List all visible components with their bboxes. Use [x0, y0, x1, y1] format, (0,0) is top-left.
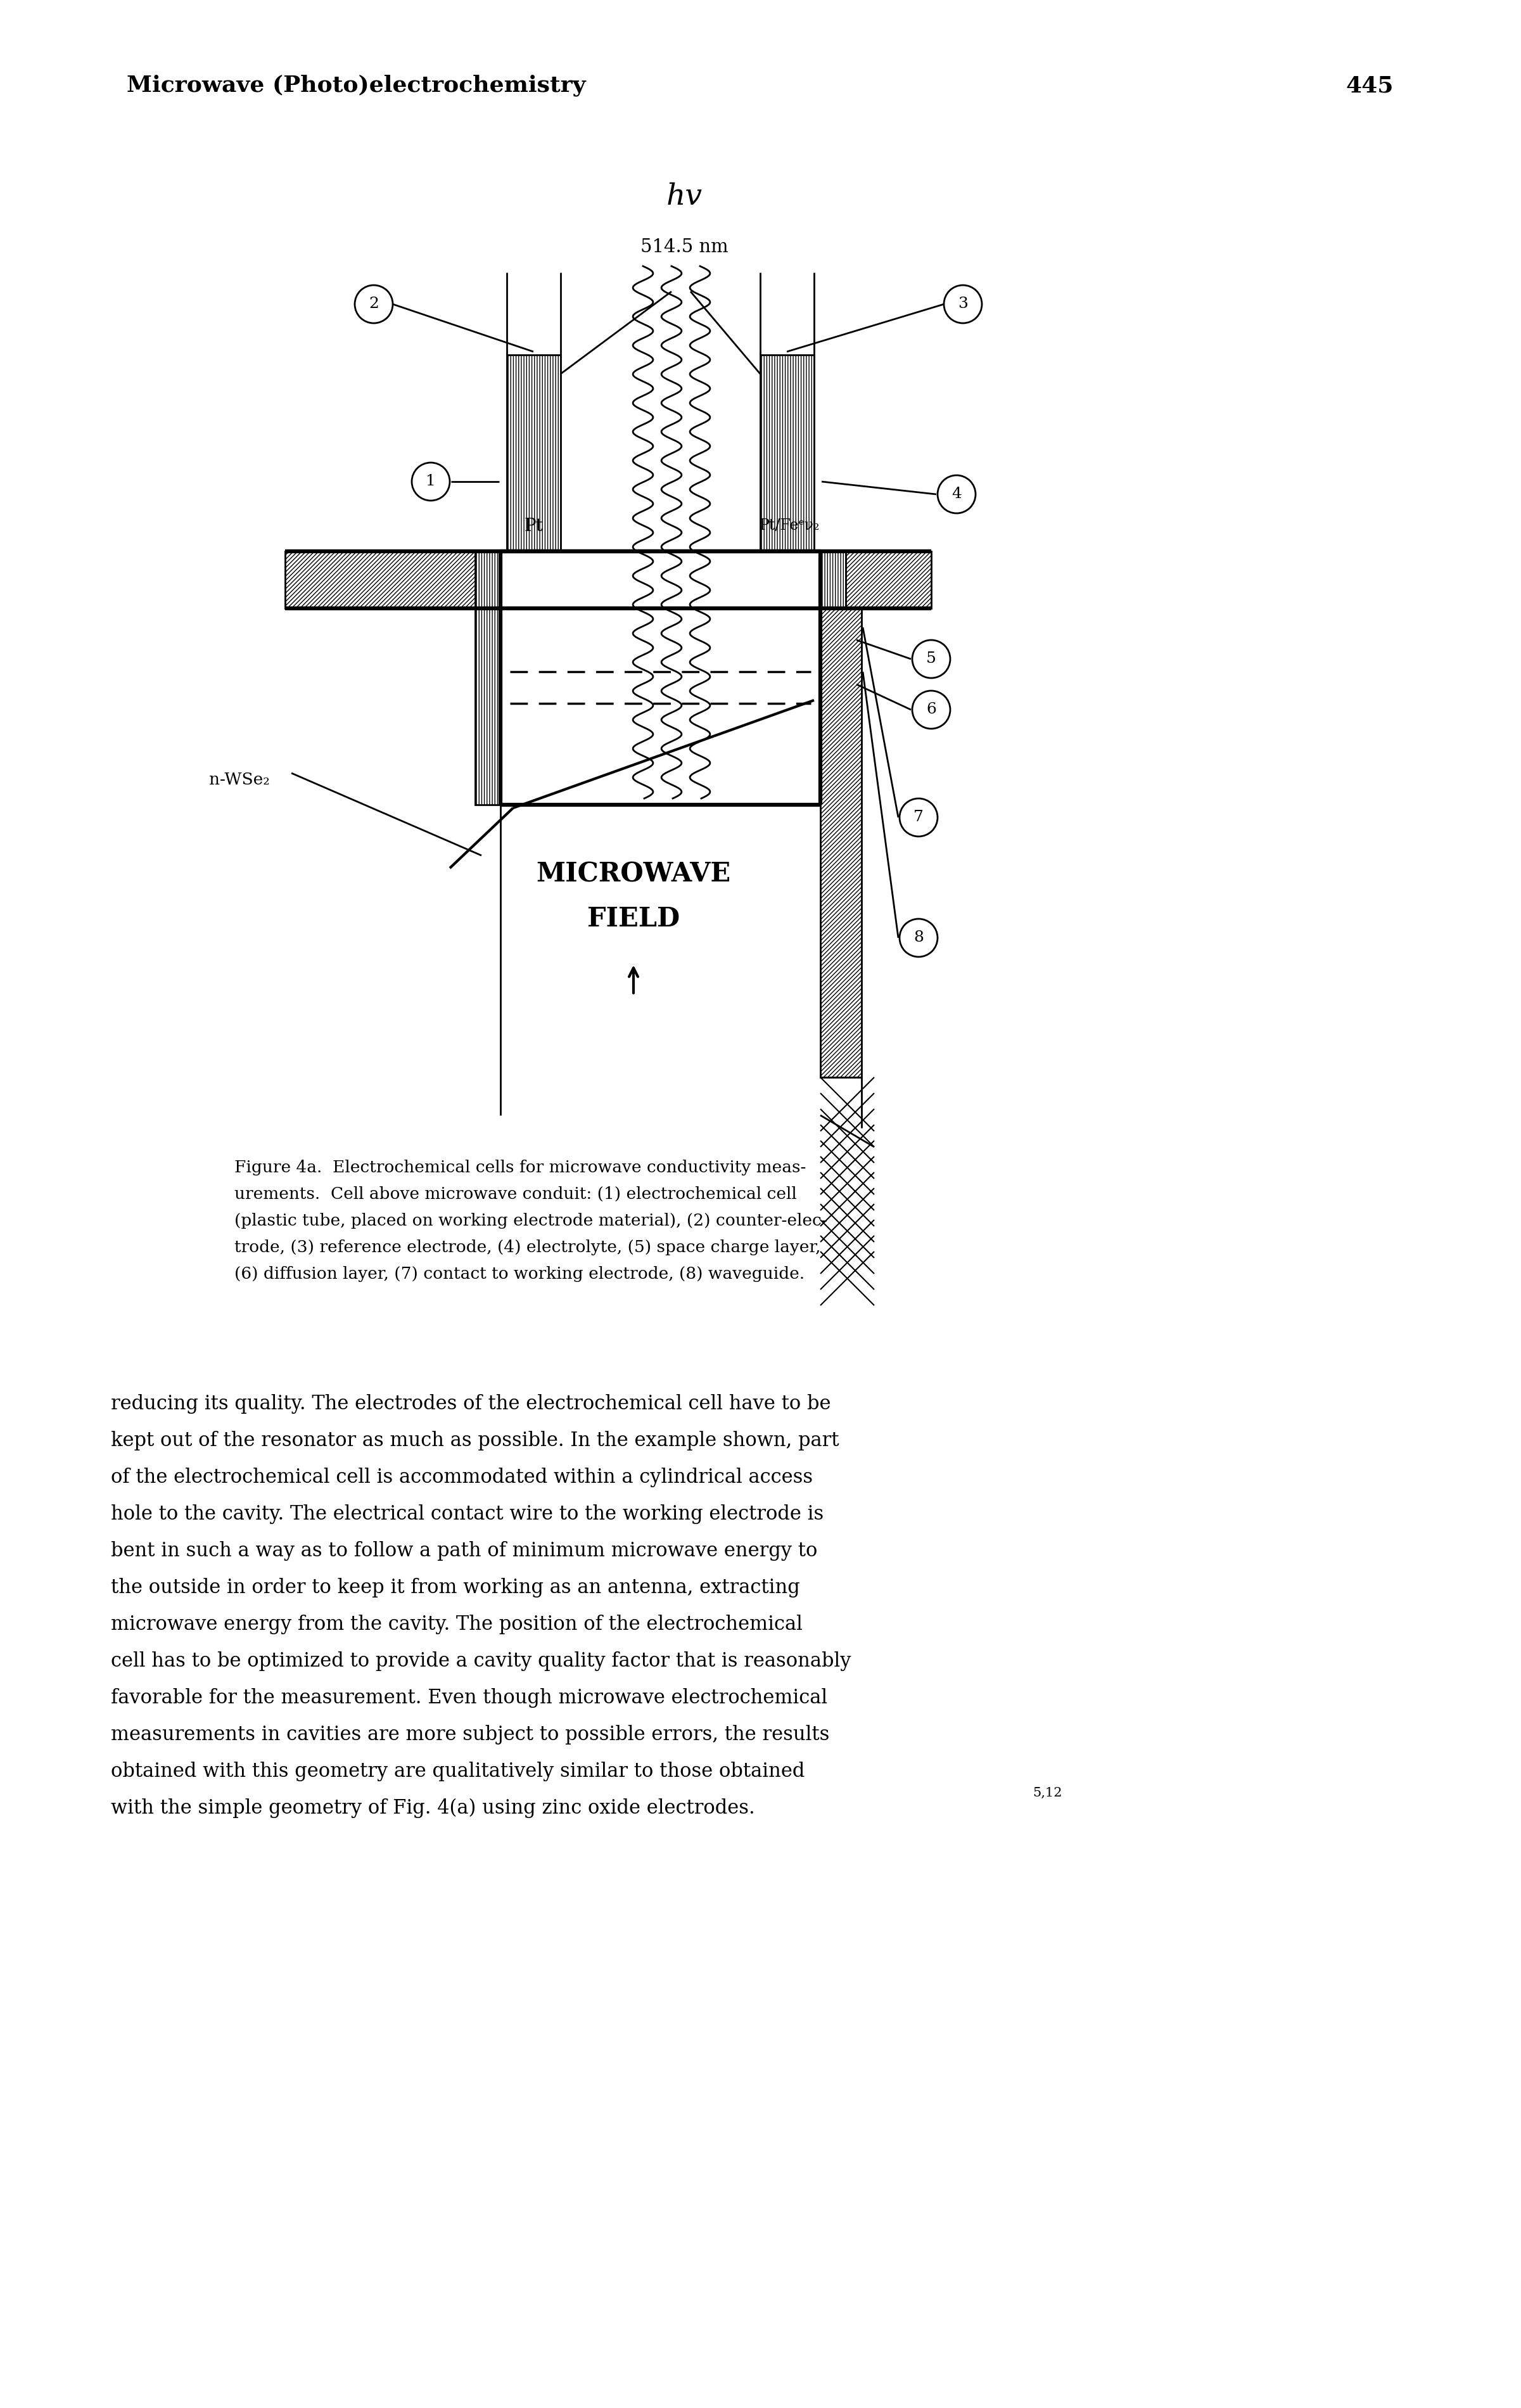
Text: cell has to be optimized to provide a cavity quality factor that is reasonably: cell has to be optimized to provide a ca… — [111, 1652, 852, 1671]
Text: MICROWAVE: MICROWAVE — [537, 862, 730, 889]
Text: trode, (3) reference electrode, (4) electrolyte, (5) space charge layer,: trode, (3) reference electrode, (4) elec… — [234, 1240, 821, 1255]
Circle shape — [937, 474, 975, 513]
Text: Pt/Feᵉν₂: Pt/Feᵉν₂ — [759, 518, 820, 532]
Text: hv: hv — [666, 183, 703, 212]
Text: 514.5 nm: 514.5 nm — [640, 238, 729, 255]
Text: 445: 445 — [1346, 75, 1393, 96]
Text: 7: 7 — [914, 809, 923, 824]
Circle shape — [412, 462, 450, 501]
Text: n-WSe₂: n-WSe₂ — [208, 771, 269, 787]
Bar — [820, 551, 931, 609]
Text: urements.  Cell above microwave conduit: (1) electrochemical cell: urements. Cell above microwave conduit: … — [234, 1187, 797, 1202]
Text: the outside in order to keep it from working as an antenna, extracting: the outside in order to keep it from wor… — [111, 1577, 800, 1597]
Text: bent in such a way as to follow a path of minimum microwave energy to: bent in such a way as to follow a path o… — [111, 1541, 817, 1560]
Text: 2: 2 — [368, 296, 379, 311]
Text: favorable for the measurement. Even though microwave electrochemical: favorable for the measurement. Even thou… — [111, 1688, 827, 1707]
Text: of the electrochemical cell is accommodated within a cylindrical access: of the electrochemical cell is accommoda… — [111, 1466, 812, 1488]
Text: reducing its quality. The electrodes of the electrochemical cell have to be: reducing its quality. The electrodes of … — [111, 1394, 830, 1413]
Text: 5,12: 5,12 — [1033, 1787, 1062, 1799]
Circle shape — [899, 920, 937, 956]
Text: 8: 8 — [914, 929, 923, 944]
Bar — [506, 354, 561, 551]
Text: Microwave (Photo)electrochemistry: Microwave (Photo)electrochemistry — [126, 75, 586, 96]
Circle shape — [913, 641, 951, 679]
Bar — [475, 551, 500, 804]
Text: 4: 4 — [952, 486, 961, 501]
Text: FIELD: FIELD — [587, 905, 680, 932]
Text: 3: 3 — [958, 296, 967, 311]
Bar — [820, 609, 861, 1076]
Text: hole to the cavity. The electrical contact wire to the working electrode is: hole to the cavity. The electrical conta… — [111, 1505, 824, 1524]
Bar — [284, 551, 500, 609]
Bar — [820, 679, 855, 725]
Bar — [820, 551, 846, 804]
Text: 5: 5 — [926, 653, 937, 667]
Text: microwave energy from the cavity. The position of the electrochemical: microwave energy from the cavity. The po… — [111, 1616, 803, 1635]
Circle shape — [913, 691, 951, 730]
Text: 6: 6 — [926, 703, 937, 718]
Text: kept out of the resonator as much as possible. In the example shown, part: kept out of the resonator as much as pos… — [111, 1430, 840, 1450]
Text: with the simple geometry of Fig. 4(a) using zinc oxide electrodes.: with the simple geometry of Fig. 4(a) us… — [111, 1799, 754, 1818]
Text: measurements in cavities are more subject to possible errors, the results: measurements in cavities are more subjec… — [111, 1724, 829, 1743]
Bar — [820, 633, 855, 679]
Circle shape — [945, 284, 983, 323]
Text: (6) diffusion layer, (7) contact to working electrode, (8) waveguide.: (6) diffusion layer, (7) contact to work… — [234, 1267, 805, 1281]
Text: 1: 1 — [426, 474, 435, 489]
Text: Figure 4a.  Electrochemical cells for microwave conductivity meas-: Figure 4a. Electrochemical cells for mic… — [234, 1161, 806, 1175]
Circle shape — [899, 799, 937, 836]
Text: Pt: Pt — [523, 518, 543, 535]
Text: (plastic tube, placed on working electrode material), (2) counter-elec-: (plastic tube, placed on working electro… — [234, 1214, 827, 1228]
Circle shape — [354, 284, 392, 323]
Bar — [760, 354, 814, 551]
Text: obtained with this geometry are qualitatively similar to those obtained: obtained with this geometry are qualitat… — [111, 1763, 805, 1782]
